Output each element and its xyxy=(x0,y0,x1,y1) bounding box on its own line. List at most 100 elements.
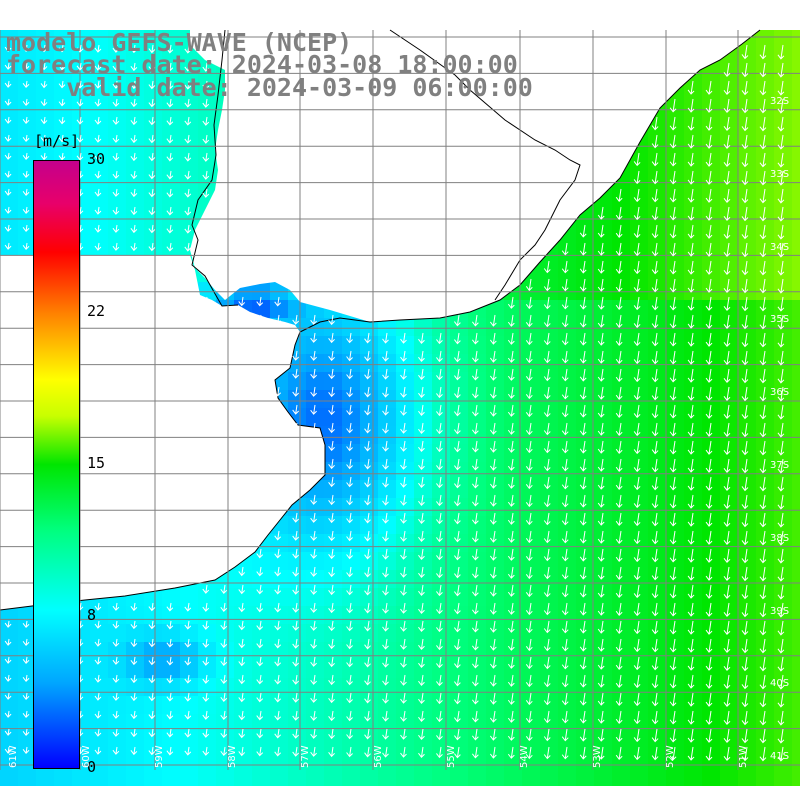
wind-arrow xyxy=(238,710,246,721)
wind-arrow xyxy=(400,494,407,506)
wind-cell xyxy=(216,588,234,606)
wind-arrow xyxy=(471,368,479,381)
wind-cell xyxy=(342,354,360,372)
wind-arrow xyxy=(705,746,713,761)
wind-arrow xyxy=(166,242,174,252)
wind-arrow xyxy=(759,512,767,528)
wind-arrow xyxy=(705,278,713,293)
wind-cell xyxy=(198,732,216,750)
wind-cell xyxy=(666,282,684,300)
wind-arrow xyxy=(579,224,587,238)
wind-cell xyxy=(234,714,252,732)
wind-arrow xyxy=(471,404,479,417)
wind-arrow xyxy=(759,728,767,744)
wind-arrow xyxy=(777,62,785,78)
wind-arrow xyxy=(777,566,785,582)
wind-arrow xyxy=(723,656,731,672)
wind-cell xyxy=(396,714,414,732)
wind-arrow xyxy=(597,422,605,436)
wind-arrow xyxy=(741,314,749,330)
wind-cell xyxy=(378,480,396,498)
wind-arrow xyxy=(238,674,246,685)
wind-arrow xyxy=(777,80,785,96)
wind-arrow xyxy=(292,530,300,541)
wind-cell xyxy=(630,228,648,246)
wind-cell xyxy=(414,678,432,696)
wind-cell xyxy=(108,84,126,102)
wind-arrow xyxy=(597,476,605,490)
wind-cell xyxy=(162,228,180,246)
wind-arrow xyxy=(741,44,749,60)
wind-arrow xyxy=(454,620,461,633)
wind-cell xyxy=(198,120,216,138)
wind-cell xyxy=(576,714,594,732)
wind-arrow xyxy=(112,98,120,107)
wind-cell xyxy=(306,750,324,768)
wind-arrow xyxy=(597,566,605,580)
wind-arrow xyxy=(418,620,425,632)
wind-cell xyxy=(252,588,270,606)
wind-arrow xyxy=(669,350,677,365)
wind-cell xyxy=(630,768,648,786)
wind-arrow xyxy=(723,350,731,366)
wind-arrow xyxy=(274,314,282,325)
wind-cell xyxy=(630,534,648,552)
wind-arrow xyxy=(723,314,731,330)
wind-arrow xyxy=(759,548,767,564)
wind-arrow xyxy=(723,332,731,348)
wind-cell xyxy=(234,768,252,786)
wind-arrow xyxy=(651,386,659,401)
wind-arrow xyxy=(561,602,569,616)
wind-arrow xyxy=(615,620,623,634)
wind-cell xyxy=(108,660,126,678)
wind-arrow xyxy=(292,638,300,649)
wind-arrow xyxy=(58,134,66,143)
wind-arrow xyxy=(741,206,749,222)
wind-arrow xyxy=(741,692,749,708)
wind-arrow xyxy=(489,422,497,435)
wind-arrow xyxy=(436,602,443,615)
wind-cell xyxy=(630,696,648,714)
wind-cell xyxy=(702,552,720,570)
wind-arrow xyxy=(759,674,767,690)
wind-cell xyxy=(0,696,18,714)
wind-arrow xyxy=(669,242,677,257)
wind-arrow xyxy=(166,80,174,90)
wind-cell xyxy=(396,462,414,480)
wind-arrow xyxy=(471,512,479,525)
wind-arrow xyxy=(112,80,120,89)
wind-arrow xyxy=(723,692,731,708)
wind-arrow xyxy=(364,476,371,488)
wind-arrow xyxy=(543,494,551,508)
wind-arrow xyxy=(633,728,641,743)
wind-arrow xyxy=(382,386,389,398)
wind-cell xyxy=(630,714,648,732)
wind-cell xyxy=(630,192,648,210)
wind-cell xyxy=(666,318,684,336)
wind-arrow xyxy=(525,296,533,310)
wind-arrow xyxy=(651,314,659,329)
wind-cell xyxy=(306,390,324,408)
wind-arrow xyxy=(346,620,353,632)
wind-arrow xyxy=(400,458,407,470)
wind-arrow xyxy=(364,332,371,344)
wind-cell xyxy=(396,534,414,552)
wind-cell xyxy=(54,120,72,138)
wind-arrow xyxy=(543,332,551,346)
wind-arrow xyxy=(525,404,533,418)
wind-cell xyxy=(612,768,630,786)
wind-cell xyxy=(648,336,666,354)
wind-cell xyxy=(198,696,216,714)
wind-cell xyxy=(162,48,180,66)
wind-cell xyxy=(72,768,90,786)
wind-cell xyxy=(684,156,702,174)
wind-arrow xyxy=(400,422,407,434)
wind-arrow xyxy=(436,692,443,705)
wind-arrow xyxy=(400,566,407,578)
wind-arrow xyxy=(436,476,443,489)
wind-cell xyxy=(792,84,800,102)
wind-cell xyxy=(396,444,414,462)
wind-cell xyxy=(162,30,180,48)
wind-arrow xyxy=(597,638,605,652)
wind-arrow xyxy=(777,692,785,708)
